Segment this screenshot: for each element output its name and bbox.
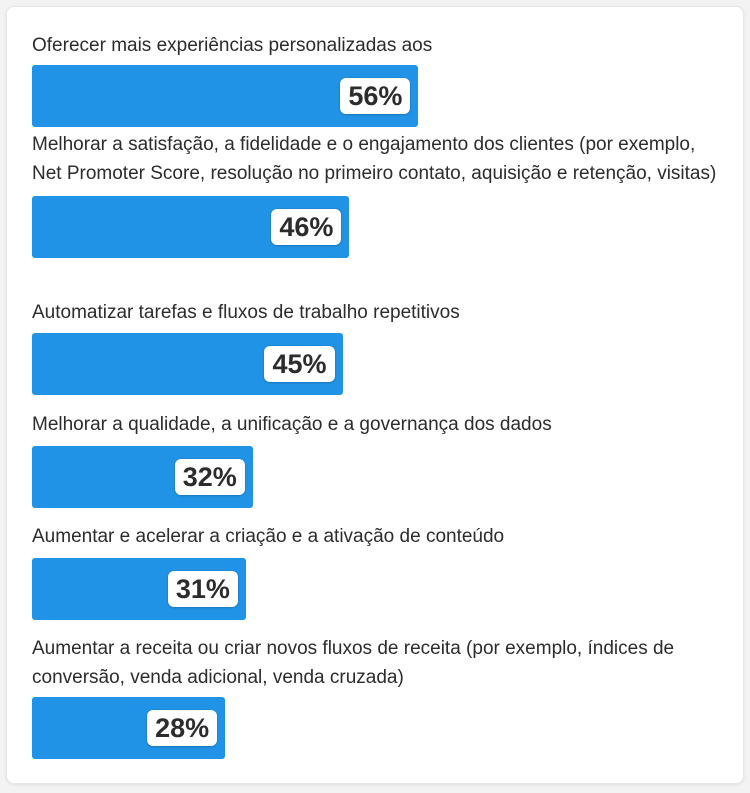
bar: 46% — [32, 196, 350, 258]
bar-label: Aumentar a receita ou criar novos fluxos… — [32, 638, 675, 688]
bar-item: Aumentar a receita ou criar novos fluxos… — [32, 634, 722, 759]
bar: 28% — [32, 697, 226, 759]
bar-label: Aumentar e acelerar a criação e a ativaç… — [32, 526, 505, 547]
bar-label: Automatizar tarefas e fluxos de trabalho… — [32, 302, 460, 323]
bar-value-label: 31% — [167, 571, 238, 607]
bar: 56% — [32, 65, 419, 127]
bar-label: Melhorar a satisfação, a fidelidade e o … — [32, 134, 717, 184]
bar-value-label: 45% — [264, 346, 335, 382]
chart-card: Oferecer mais experiências personalizada… — [6, 6, 744, 784]
bar-label: Melhorar a qualidade, a unificação e a g… — [32, 414, 552, 435]
bar-value-label: 56% — [340, 78, 411, 114]
bar-label: Oferecer mais experiências personalizada… — [32, 35, 433, 56]
bar-value-label: 32% — [174, 459, 245, 495]
bar-value-label: 28% — [147, 710, 218, 746]
bar-value-label: 46% — [271, 209, 342, 245]
bar-item: Oferecer mais experiências personalizada… — [32, 31, 722, 127]
bar-item: Automatizar tarefas e fluxos de trabalho… — [32, 298, 722, 395]
bar-item: Melhorar a satisfação, a fidelidade e o … — [32, 130, 722, 258]
bar: 31% — [32, 558, 246, 620]
bar: 32% — [32, 446, 253, 508]
bar-item: Aumentar e acelerar a criação e a ativaç… — [32, 522, 722, 620]
bar-item: Melhorar a qualidade, a unificação e a g… — [32, 410, 722, 508]
bar: 45% — [32, 333, 343, 395]
